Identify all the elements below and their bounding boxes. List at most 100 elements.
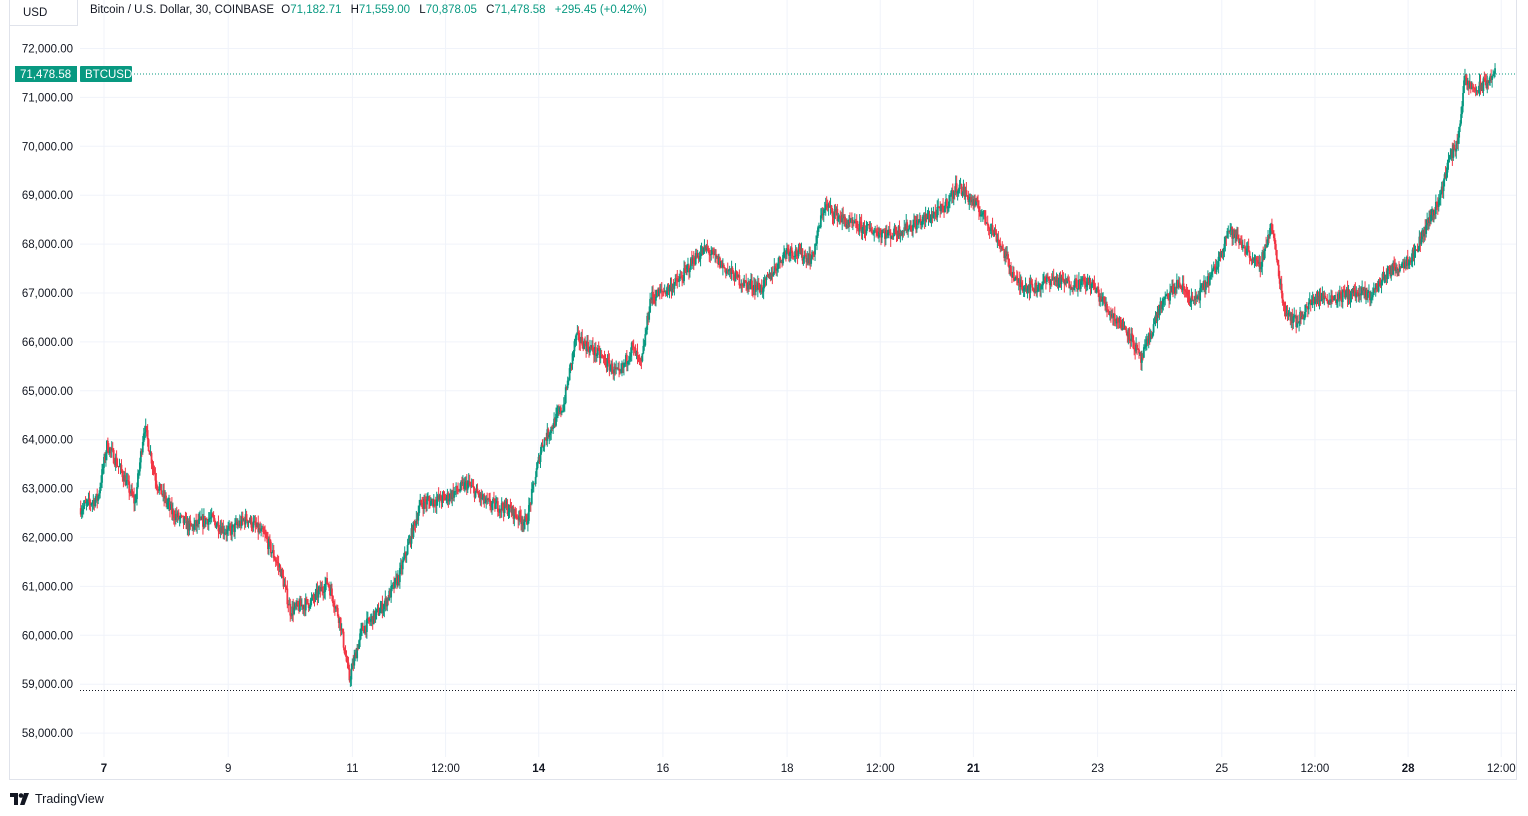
candle-body xyxy=(450,492,453,500)
candle-body xyxy=(810,258,813,264)
symbol-title[interactable]: Bitcoin / U.S. Dollar, 30, COINBASE xyxy=(90,4,275,16)
candle-body xyxy=(713,251,716,255)
candle-body xyxy=(667,285,670,292)
candle-body xyxy=(1048,280,1051,286)
candle-body xyxy=(1252,260,1255,262)
candle-body xyxy=(745,280,748,283)
candle-body xyxy=(871,232,874,235)
candle-body xyxy=(1174,287,1177,289)
candle-body xyxy=(835,208,838,212)
candle-body xyxy=(801,248,804,261)
candle-body xyxy=(420,499,423,503)
candle-body xyxy=(757,283,760,289)
candle-body xyxy=(316,589,319,598)
candle-body xyxy=(377,607,380,616)
candle-body xyxy=(216,522,219,526)
candle-body xyxy=(1269,227,1271,237)
candle-body xyxy=(1334,298,1336,300)
candle-body xyxy=(165,495,167,504)
candle-body xyxy=(304,598,307,611)
candle-body xyxy=(808,253,811,264)
candle-body xyxy=(1415,249,1418,251)
candle-body xyxy=(268,539,270,550)
candle-body xyxy=(1126,332,1129,337)
candle-body xyxy=(346,661,349,663)
candle-body xyxy=(603,357,606,359)
candle-body xyxy=(160,483,163,495)
candle-body xyxy=(116,465,119,467)
candle-body xyxy=(1404,261,1407,266)
candle-body xyxy=(1355,292,1358,298)
candle-body xyxy=(514,509,517,515)
candlestick-chart[interactable]: 72,000.0071,000.0070,000.0069,000.0068,0… xyxy=(0,0,1528,780)
candle-body xyxy=(472,486,475,488)
candle-body xyxy=(1451,149,1454,158)
candle-body xyxy=(818,227,820,229)
candle-body xyxy=(920,221,923,226)
candle-body xyxy=(413,522,416,524)
candle-body xyxy=(1221,251,1224,253)
candle-body xyxy=(327,583,329,585)
candle-body xyxy=(969,196,972,200)
candle-body xyxy=(583,340,586,350)
candle-body xyxy=(459,489,461,491)
currency-button[interactable]: USD xyxy=(10,0,78,26)
candle-body xyxy=(813,253,815,255)
candle-body xyxy=(1303,318,1305,320)
candle-body xyxy=(743,280,746,287)
candle-body xyxy=(921,216,924,222)
candle-body xyxy=(239,520,242,526)
candle-body xyxy=(1465,77,1467,79)
candle-body xyxy=(1449,156,1452,158)
candle-body xyxy=(570,363,573,365)
candle-body xyxy=(805,255,808,263)
candle-body xyxy=(742,285,745,287)
candle-body xyxy=(241,516,244,520)
candle-body xyxy=(1123,328,1126,330)
candle-body xyxy=(251,527,254,529)
candle-body xyxy=(934,211,937,214)
candle-body xyxy=(1362,287,1365,291)
candle-body xyxy=(332,603,335,608)
candle-body xyxy=(700,249,703,254)
candle-body xyxy=(748,282,750,286)
candle-body xyxy=(732,272,735,280)
y-tick-label: 68,000.00 xyxy=(22,239,73,251)
candle-body xyxy=(508,504,511,512)
candle-body xyxy=(1258,262,1261,264)
candle-body xyxy=(482,494,485,498)
candle-body xyxy=(1263,250,1266,260)
candle-body xyxy=(768,272,771,278)
candle-body xyxy=(1331,295,1333,300)
candle-body xyxy=(487,498,490,500)
candle-body xyxy=(1231,227,1234,239)
candle-body xyxy=(1030,280,1033,284)
candle-body xyxy=(632,345,635,348)
candle-body xyxy=(238,520,241,526)
candle-body xyxy=(1271,230,1274,234)
candle-body xyxy=(357,648,360,650)
candle-body xyxy=(489,499,491,507)
candle-body xyxy=(858,221,861,232)
candle-body xyxy=(1035,282,1038,292)
candle-body xyxy=(391,585,393,587)
candle-body xyxy=(784,251,786,253)
candle-body xyxy=(937,206,940,208)
candle-body xyxy=(611,363,614,374)
candle-body xyxy=(1103,296,1106,302)
candle-body xyxy=(209,517,212,519)
candle-body xyxy=(488,498,491,500)
candle-body xyxy=(371,616,374,625)
tradingview-logo[interactable]: TradingView xyxy=(10,792,104,806)
candle-body xyxy=(347,662,350,669)
candle-body xyxy=(1492,74,1494,76)
candle-body xyxy=(174,514,177,521)
candle-body xyxy=(1398,268,1400,272)
candle-body xyxy=(328,584,330,588)
candle-body xyxy=(853,220,856,224)
candle-body xyxy=(762,280,765,292)
candle-body xyxy=(935,213,938,218)
candle-body xyxy=(844,216,847,222)
candle-body xyxy=(1087,277,1090,283)
candle-body xyxy=(694,253,697,265)
